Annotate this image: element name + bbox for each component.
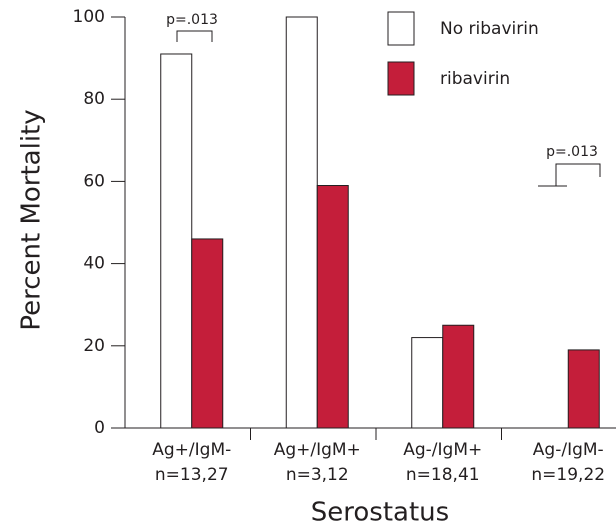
legend-label: ribavirin — [440, 69, 510, 89]
bar — [567, 349, 600, 429]
x-tick-label: Ag+/IgM+ — [274, 440, 361, 460]
bar — [285, 16, 318, 429]
y-axis-label: Percent Mortality — [17, 109, 47, 330]
legend-label: No ribavirin — [440, 19, 539, 39]
x-tick-label: n=19,22 — [531, 465, 605, 485]
bar — [160, 53, 193, 429]
annotation: p=.013 — [546, 144, 598, 160]
y-tick-label: 100 — [73, 7, 105, 27]
y-tick-label: 60 — [83, 171, 105, 191]
y-tick-label: 80 — [83, 89, 105, 109]
annotation: p=.013 — [166, 12, 218, 28]
y-tick-label: 0 — [94, 418, 105, 438]
bar — [316, 185, 349, 429]
y-tick-label: 40 — [83, 254, 105, 274]
brackets — [176, 30, 601, 187]
y-tick-label: 20 — [83, 336, 105, 356]
x-axis-label: Serostatus — [311, 498, 449, 528]
x-tick-label: Ag-/IgM- — [533, 440, 604, 460]
bar — [411, 337, 444, 429]
legend-swatch — [387, 11, 415, 46]
x-tick-label: Ag-/IgM+ — [403, 440, 482, 460]
x-tick-label: n=18,41 — [406, 465, 480, 485]
bar — [442, 324, 475, 429]
bar — [191, 238, 224, 429]
x-tick-label: n=13,27 — [155, 465, 229, 485]
x-tick-label: Ag+/IgM- — [152, 440, 231, 460]
legend-swatch — [387, 61, 415, 96]
bracket — [176, 30, 213, 42]
x-tick-label: n=3,12 — [286, 465, 349, 485]
bracket — [555, 163, 601, 186]
